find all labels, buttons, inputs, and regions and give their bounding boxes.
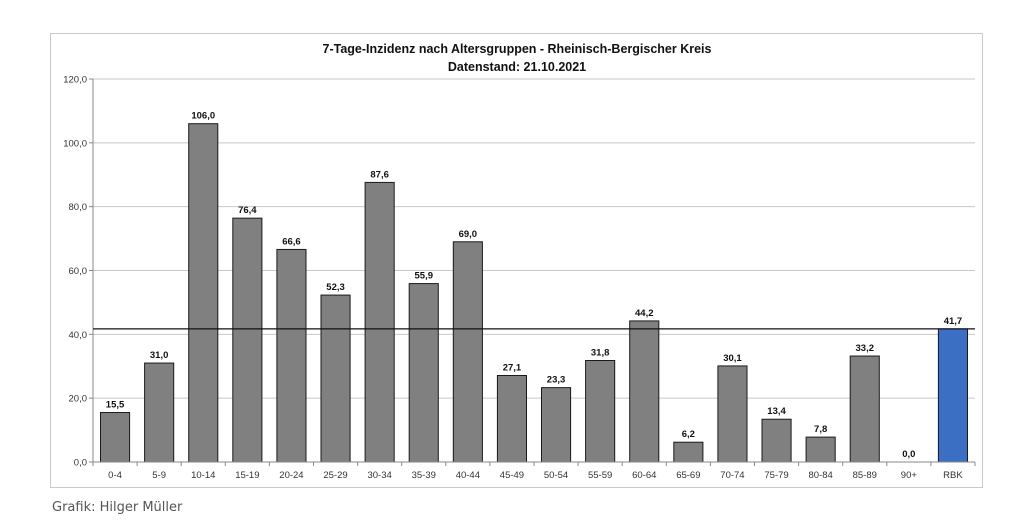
x-tick-label: 45-49: [500, 470, 524, 481]
data-label: 87,6: [370, 169, 389, 180]
bars: [99, 123, 969, 463]
x-tick-label: 90+: [901, 470, 918, 481]
data-label: 106,0: [191, 111, 215, 122]
y-tick-label: 120,0: [63, 75, 87, 86]
y-tick-label: 80,0: [69, 202, 88, 213]
bar: [408, 283, 439, 463]
x-tick-label: 65-69: [676, 470, 700, 481]
bar: [320, 294, 351, 463]
bar: [232, 217, 263, 463]
x-tick-label: 30-34: [367, 470, 391, 481]
bar: [144, 362, 175, 463]
x-tick-label: RBK: [943, 470, 963, 481]
bar: [805, 436, 836, 463]
data-label: 52,3: [326, 282, 345, 293]
data-label: 33,2: [856, 343, 875, 354]
bar: [849, 355, 880, 463]
bar: [452, 241, 483, 463]
x-tick-label: 10-14: [191, 470, 215, 481]
data-label: 15,5: [106, 400, 125, 411]
bar: [937, 328, 969, 463]
x-tick-label: 70-74: [720, 470, 744, 481]
x-tick-label: 20-24: [279, 470, 303, 481]
data-label: 7,8: [814, 424, 827, 435]
bar: [188, 123, 219, 463]
data-label: 0,0: [902, 449, 915, 460]
x-axis-categories: 0-4 5-9 10-14 15-19 20-24 25-29 30-34 35-39 40-4…: [92, 462, 976, 481]
grid-lines: [93, 78, 975, 399]
x-tick-label: 35-39: [412, 470, 436, 481]
x-tick-label: 85-89: [853, 470, 877, 481]
y-axis-ticks: 0,0 20,0 40,0 60,0 80,0 100,0 120,0: [63, 75, 93, 469]
bar: [540, 387, 572, 463]
bar: [673, 441, 704, 463]
x-tick-label: 25-29: [323, 470, 347, 481]
y-tick-label: 60,0: [69, 266, 88, 277]
x-tick-label: 0-4: [108, 470, 122, 481]
data-label: 13,4: [767, 406, 786, 417]
x-tick-label: 75-79: [764, 470, 788, 481]
axes: [92, 79, 975, 463]
chart-subtitle: Datenstand: 21.10.2021: [448, 60, 586, 74]
data-label: 76,4: [238, 205, 257, 216]
x-tick-label: 5-9: [152, 470, 166, 481]
y-tick-label: 100,0: [63, 138, 87, 149]
data-label: 41,7: [944, 316, 963, 327]
data-label: 31,0: [150, 350, 169, 361]
x-tick-label: 40-44: [456, 470, 480, 481]
data-label: 6,2: [682, 429, 695, 440]
data-label: 31,8: [591, 348, 610, 359]
bar: [585, 360, 616, 463]
chart-title: 7-Tage-Inzidenz nach Altersgruppen - Rhe…: [323, 42, 712, 56]
x-tick-label: 80-84: [808, 470, 832, 481]
bar: [496, 375, 528, 463]
bar: [761, 418, 792, 463]
x-tick-label: 55-59: [588, 470, 612, 481]
data-label: 23,3: [547, 375, 566, 386]
y-tick-label: 40,0: [69, 330, 88, 341]
data-label: 30,1: [723, 353, 742, 364]
y-tick-label: 20,0: [69, 394, 88, 405]
data-label: 44,2: [635, 308, 654, 319]
x-tick-label: 50-54: [544, 470, 568, 481]
bar: [717, 365, 748, 463]
data-label: 55,9: [415, 271, 434, 282]
data-label: 66,6: [282, 236, 301, 247]
data-labels: 15,5 31,0 106,0 76,4 66,6 52,3 87,6 55,9 69,0 27,…: [106, 111, 962, 460]
bar: [364, 181, 395, 463]
bar-chart: 7-Tage-Inzidenz nach Altersgruppen - Rhe…: [63, 42, 976, 481]
y-tick-label: 0,0: [74, 458, 87, 469]
credit-text: Grafik: Hilger Müller: [52, 500, 183, 515]
bar: [629, 320, 660, 463]
bar: [99, 412, 131, 463]
x-tick-label: 60-64: [632, 470, 656, 481]
bar: [276, 248, 307, 463]
x-tick-label: 15-19: [235, 470, 259, 481]
chart-frame: 7-Tage-Inzidenz nach Altersgruppen - Rhe…: [50, 33, 983, 488]
data-label: 27,1: [503, 363, 522, 374]
data-label: 69,0: [459, 229, 478, 240]
